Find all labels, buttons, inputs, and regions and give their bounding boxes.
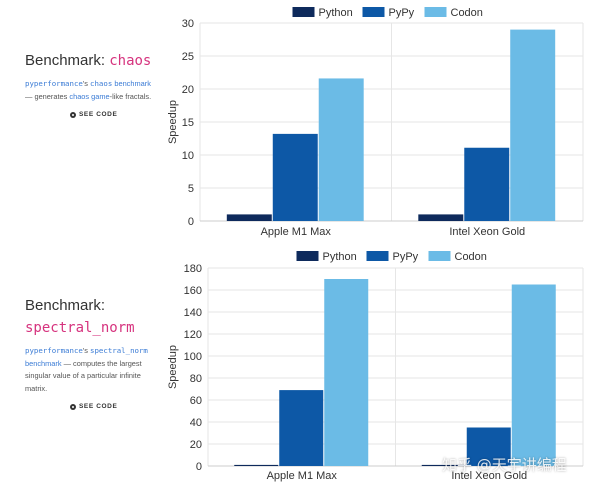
y-tick-label: 15 <box>182 117 194 129</box>
y-tick-label: 140 <box>184 307 202 319</box>
y-tick-label: 20 <box>190 439 202 451</box>
bar-python-2 <box>421 464 466 466</box>
benchmark-title-prefix: Benchmark: <box>25 297 106 314</box>
bar-codon-2 <box>511 284 556 466</box>
y-tick-label: 160 <box>184 285 202 297</box>
y-tick-label: 80 <box>190 373 202 385</box>
x-category-label: Apple M1 Max <box>261 226 332 238</box>
legend-label: Python <box>323 251 357 263</box>
bar-python-1 <box>234 464 279 466</box>
benchmark-code-name: spectral_norm <box>90 346 148 355</box>
benchmark-panel-spectral-norm: Benchmark: spectral_norm pyperformance's… <box>0 247 600 494</box>
possessive: 's <box>82 346 88 355</box>
benchmark-code-name: chaos <box>90 79 113 88</box>
legend-label: Python <box>319 7 353 19</box>
bar-python-2 <box>418 214 464 221</box>
legend-label: Codon <box>455 251 487 263</box>
possessive: 's <box>82 79 88 88</box>
bar-pypy-1 <box>272 133 318 221</box>
legend-label: PyPy <box>389 7 415 19</box>
legend-swatch <box>366 251 389 261</box>
legend-item-python[interactable]: Python <box>296 251 357 263</box>
dash: — <box>25 91 33 101</box>
legend-item-pypy[interactable]: PyPy <box>362 7 415 19</box>
x-category-label: Apple M1 Max <box>267 470 338 482</box>
pyperformance-link[interactable]: pyperformance <box>25 79 83 88</box>
see-code-button[interactable]: SEE CODE <box>70 403 168 410</box>
y-tick-label: 0 <box>188 216 194 228</box>
benchmark-link[interactable]: benchmark <box>25 358 62 368</box>
github-icon <box>70 111 76 118</box>
pyperformance-link[interactable]: pyperformance <box>25 346 83 355</box>
legend-swatch <box>428 251 451 261</box>
desc-rest: — computes the largest singular value of… <box>25 358 142 393</box>
speedup-chart-spectral-norm: 0 20 40 60 80 100 120 140 160 180 Apple M1 Max Inte… <box>167 251 584 482</box>
legend-swatch <box>424 7 447 17</box>
see-code-label: SEE CODE <box>79 403 118 410</box>
y-axis-label: Speedup <box>167 100 179 144</box>
watermark: 知乎 @天宇讲编程 <box>442 456 567 474</box>
desc-part1: generates <box>34 91 68 101</box>
y-tick-label: 40 <box>190 417 202 429</box>
benchmark-name: chaos <box>109 53 152 69</box>
bar-codon-1 <box>318 78 364 221</box>
y-tick-label: 20 <box>182 84 194 96</box>
x-category-label: Intel Xeon Gold <box>449 226 525 238</box>
legend-item-pypy[interactable]: PyPy <box>366 251 419 263</box>
legend-label: Codon <box>451 7 483 19</box>
legend-swatch <box>296 251 319 261</box>
chaos-game-link[interactable]: chaos game <box>69 91 110 101</box>
bar-pypy-1 <box>279 390 324 466</box>
y-tick-label: 60 <box>190 395 202 407</box>
legend-label: PyPy <box>393 251 419 263</box>
benchmark-description: Benchmark: spectral_norm pyperformance's… <box>0 295 168 410</box>
bar-codon-2 <box>510 29 556 221</box>
y-tick-label: 30 <box>182 18 194 30</box>
benchmark-title-prefix: Benchmark: <box>25 52 106 69</box>
y-tick-label: 100 <box>184 351 202 363</box>
bar-pypy-2 <box>466 427 511 466</box>
y-tick-label: 25 <box>182 51 194 63</box>
legend-swatch <box>362 7 385 17</box>
bar-pypy-2 <box>464 147 510 221</box>
y-tick-label: 10 <box>182 150 194 162</box>
legend-item-python[interactable]: Python <box>292 7 353 19</box>
benchmark-description: Benchmark: chaos pyperformance's chaos b… <box>0 50 168 118</box>
legend-item-codon[interactable]: Codon <box>428 251 487 263</box>
benchmark-panel-chaos: Benchmark: chaos pyperformance's chaos b… <box>0 7 584 238</box>
x-category-label: Intel Xeon Gold <box>451 470 527 482</box>
benchmark-title: Benchmark: chaos <box>25 50 168 72</box>
benchmark-text: pyperformance's chaos benchmark — genera… <box>25 78 160 103</box>
y-tick-label: 180 <box>184 263 202 275</box>
y-axis-label: Speedup <box>167 345 179 389</box>
benchmark-link[interactable]: benchmark <box>114 79 151 88</box>
legend-item-codon[interactable]: Codon <box>424 7 483 19</box>
see-code-button[interactable]: SEE CODE <box>70 111 168 118</box>
legend-swatch <box>292 7 315 17</box>
github-icon <box>70 403 76 410</box>
benchmark-name: spectral_norm <box>25 320 135 336</box>
y-tick-label: 0 <box>196 461 202 473</box>
benchmark-text: pyperformance's spectral_norm benchmark … <box>25 345 160 395</box>
desc-part2: -like fractals. <box>109 91 152 101</box>
bar-python-1 <box>226 214 272 221</box>
benchmark-title: Benchmark: spectral_norm <box>25 295 168 339</box>
y-tick-label: 5 <box>188 183 194 195</box>
speedup-chart-chaos: 0 5 10 15 20 25 30 Apple M1 Max Intel Xeon Gold S… <box>167 7 584 238</box>
see-code-label: SEE CODE <box>79 111 118 118</box>
bar-codon-1 <box>324 279 369 466</box>
y-tick-label: 120 <box>184 329 202 341</box>
